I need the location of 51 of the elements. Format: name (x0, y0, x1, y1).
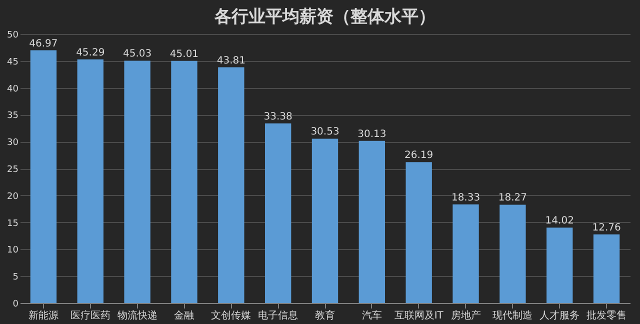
data-label: 45.29 (76, 47, 105, 58)
x-tick-label: 医疗医药 (70, 310, 110, 322)
bar (593, 234, 620, 303)
data-label: 18.27 (498, 192, 528, 204)
bar (406, 162, 432, 303)
bar (546, 228, 573, 303)
x-tick-label: 金融 (174, 310, 194, 322)
data-label: 33.38 (264, 111, 292, 122)
data-label: 45.01 (170, 48, 199, 60)
bar (264, 123, 292, 303)
y-tick-label: 15 (7, 218, 18, 229)
bar (500, 204, 526, 303)
bar (30, 50, 57, 303)
data-label: 46.97 (29, 38, 58, 50)
x-tick-label: 现代制造 (492, 310, 533, 322)
chart-title: 各行业平均薪资（整体水平） (214, 7, 436, 27)
x-tick-label: 教育 (315, 310, 335, 322)
x-tick-label: 新能源 (28, 310, 58, 322)
bar (124, 60, 150, 303)
data-label: 43.81 (216, 55, 246, 66)
bar (171, 60, 198, 303)
y-tick-label: 10 (7, 246, 19, 256)
bar (452, 204, 479, 303)
y-tick-label: 5 (12, 272, 18, 283)
data-label: 30.13 (358, 128, 386, 140)
data-label: 12.76 (592, 222, 621, 234)
data-label: 45.03 (122, 48, 152, 60)
y-tick-label: 25 (7, 165, 18, 175)
data-label: 30.53 (310, 126, 340, 138)
x-tick-label: 房地产 (450, 310, 481, 322)
x-tick-label: 人才服务 (540, 310, 580, 322)
bar (218, 67, 244, 303)
bar (358, 140, 386, 303)
x-tick-label: 互联网及IT (394, 310, 444, 322)
y-tick-label: 45 (7, 57, 18, 68)
data-label: 26.19 (404, 150, 434, 162)
bar (312, 138, 338, 303)
y-tick-label: 0 (12, 300, 19, 310)
data-label: 14.02 (545, 216, 574, 227)
bar (77, 59, 104, 303)
x-tick-label: 汽车 (362, 310, 382, 322)
y-tick-label: 35 (7, 111, 18, 122)
x-tick-label: 文创传媒 (211, 310, 252, 322)
y-tick-label: 40 (7, 84, 19, 94)
data-label: 18.33 (451, 192, 480, 204)
y-tick-label: 50 (7, 30, 19, 40)
x-tick-label: 物流快递 (117, 310, 158, 322)
y-tick-label: 30 (7, 138, 19, 148)
y-tick-label: 20 (7, 192, 19, 202)
x-tick-label: 批发零售 (586, 310, 627, 322)
x-tick-label: 电子信息 (258, 310, 298, 322)
